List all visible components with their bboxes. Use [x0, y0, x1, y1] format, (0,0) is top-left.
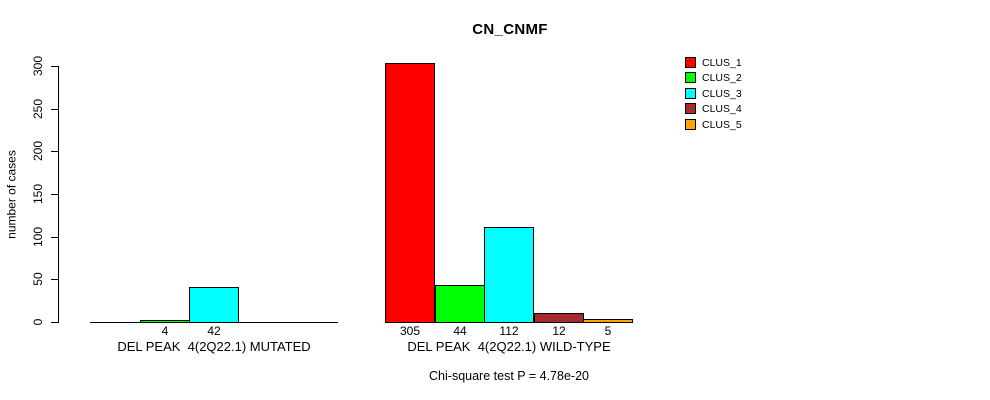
y-axis-tick	[51, 322, 58, 323]
legend-label: CLUS_3	[702, 88, 742, 100]
y-axis-tick	[51, 109, 58, 110]
y-axis-tick-label: 300	[31, 55, 45, 77]
y-axis-tick	[51, 194, 58, 195]
chart-title: CN_CNMF	[472, 21, 548, 38]
y-axis-tick-label: 100	[31, 226, 45, 248]
y-axis-tick-label: 150	[31, 183, 45, 205]
bar-value-label: 112	[499, 324, 519, 338]
legend-label: CLUS_4	[702, 103, 742, 115]
legend-label: CLUS_5	[702, 119, 742, 131]
y-axis-tick	[51, 66, 58, 67]
y-axis-tick-label: 50	[31, 272, 45, 286]
legend-swatch-icon	[685, 103, 696, 114]
y-axis-tick	[51, 237, 58, 238]
chi-square-annotation: Chi-square test P = 4.78e-20	[429, 369, 589, 383]
y-axis-tick-label: 0	[31, 318, 45, 326]
bar-clus_3	[189, 287, 239, 323]
group-label-wild-type: DEL PEAK 4(2Q22.1) WILD-TYPE	[407, 339, 611, 354]
bar-value-label: 44	[453, 324, 467, 338]
bar-clus_5	[583, 319, 633, 323]
bar-clus_2	[435, 285, 485, 323]
bar-clus_2	[140, 320, 190, 323]
legend-swatch-icon	[685, 72, 696, 83]
bar-value-label: 42	[207, 324, 221, 338]
legend-label: CLUS_2	[702, 72, 742, 84]
bar-clus_1	[385, 63, 435, 323]
legend-swatch-icon	[685, 57, 696, 68]
legend-label: CLUS_1	[702, 57, 742, 69]
y-axis-tick-label: 200	[31, 140, 45, 162]
y-axis-tick	[51, 279, 58, 280]
legend-swatch-icon	[685, 119, 696, 130]
bar-value-label: 5	[604, 324, 612, 338]
bar-clus_3	[484, 227, 534, 323]
y-axis-tick-label: 250	[31, 98, 45, 120]
y-axis-line	[58, 66, 59, 323]
legend-swatch-icon	[685, 88, 696, 99]
bar-value-label: 4	[161, 324, 169, 338]
bar-clus_4	[534, 313, 584, 323]
bar-value-label: 12	[552, 324, 566, 338]
y-axis-title: number of cases	[4, 150, 19, 239]
group-label-mutated: DEL PEAK 4(2Q22.1) MUTATED	[117, 339, 311, 354]
bar-value-label: 305	[399, 324, 421, 338]
y-axis-tick	[51, 151, 58, 152]
